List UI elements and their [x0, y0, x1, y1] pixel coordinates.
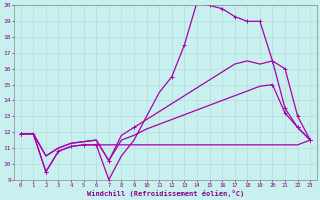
X-axis label: Windchill (Refroidissement éolien,°C): Windchill (Refroidissement éolien,°C) — [87, 190, 244, 197]
